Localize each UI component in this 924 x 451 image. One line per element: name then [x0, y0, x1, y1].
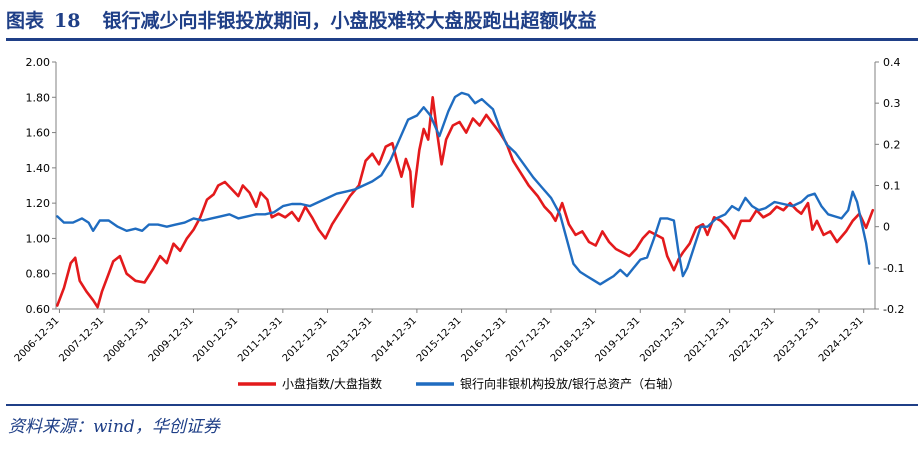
x-tick-label: 2013-12-31 — [325, 315, 374, 364]
x-tick-label: 2015-12-31 — [415, 315, 464, 364]
x-tick-label: 2012-12-31 — [281, 315, 330, 364]
x-tick-label: 2018-12-31 — [549, 315, 598, 364]
x-tick-label: 2020-12-31 — [638, 315, 687, 364]
y-right-tick-label: 0.1 — [883, 180, 901, 193]
figure-label: 图表 — [6, 10, 45, 32]
footer-divider — [6, 404, 918, 406]
y-right-tick-label: 0.2 — [883, 138, 901, 151]
y-right-tick-label: -0.2 — [883, 303, 904, 316]
legend-label: 小盘指数/大盘指数 — [282, 376, 382, 391]
figure-title-text: 银行减少向非银投放期间，小盘股难较大盘股跑出超额收益 — [102, 10, 597, 32]
x-tick-label: 2016-12-31 — [459, 315, 508, 364]
x-tick-label: 2023-12-31 — [772, 315, 821, 364]
y-right-tick-label: -0.1 — [883, 262, 904, 275]
x-tick-label: 2011-12-31 — [236, 315, 285, 364]
x-tick-label: 2017-12-31 — [504, 315, 553, 364]
x-tick-label: 2006-12-31 — [13, 315, 62, 364]
x-tick-label: 2010-12-31 — [191, 315, 240, 364]
x-tick-label: 2021-12-31 — [683, 315, 732, 364]
y-left-tick-label: 2.00 — [26, 56, 51, 69]
x-tick-label: 2024-12-31 — [817, 315, 866, 364]
legend-label: 银行向非银机构投放/银行总资产（右轴） — [460, 376, 680, 391]
figure-title: 图表 18 银行减少向非银投放期间，小盘股难较大盘股跑出超额收益 — [6, 6, 918, 36]
figure-number: 18 — [54, 10, 81, 32]
y-left-tick-label: 1.60 — [26, 127, 51, 140]
y-left-tick-label: 0.60 — [26, 303, 51, 316]
y-left-tick-label: 0.80 — [26, 268, 51, 281]
y-right-tick-label: 0.3 — [883, 97, 901, 110]
title-divider — [6, 38, 918, 41]
x-tick-label: 2009-12-31 — [147, 315, 196, 364]
y-right-tick-label: 0 — [883, 221, 890, 234]
x-tick-label: 2008-12-31 — [102, 315, 151, 364]
y-left-tick-label: 1.80 — [26, 91, 51, 104]
x-tick-label: 2007-12-31 — [57, 315, 106, 364]
x-tick-label: 2019-12-31 — [594, 315, 643, 364]
y-left-tick-label: 1.20 — [26, 197, 51, 210]
series-line-small-large-ratio — [56, 96, 875, 309]
source-note: 资料来源：wind，华创证券 — [8, 417, 220, 437]
y-left-tick-label: 1.00 — [26, 232, 51, 245]
y-right-tick-label: 0.4 — [883, 56, 901, 69]
x-tick-label: 2014-12-31 — [370, 315, 419, 364]
x-tick-label: 2022-12-31 — [728, 315, 777, 364]
line-chart: 0.60 0.80 1.00 1.20 1.40 1.60 1.80 2.00 -0.2 -0.1… — [13, 56, 905, 391]
y-left-tick-label: 1.40 — [26, 162, 51, 175]
series-line-bank-nonbank-ratio — [56, 91, 871, 286]
